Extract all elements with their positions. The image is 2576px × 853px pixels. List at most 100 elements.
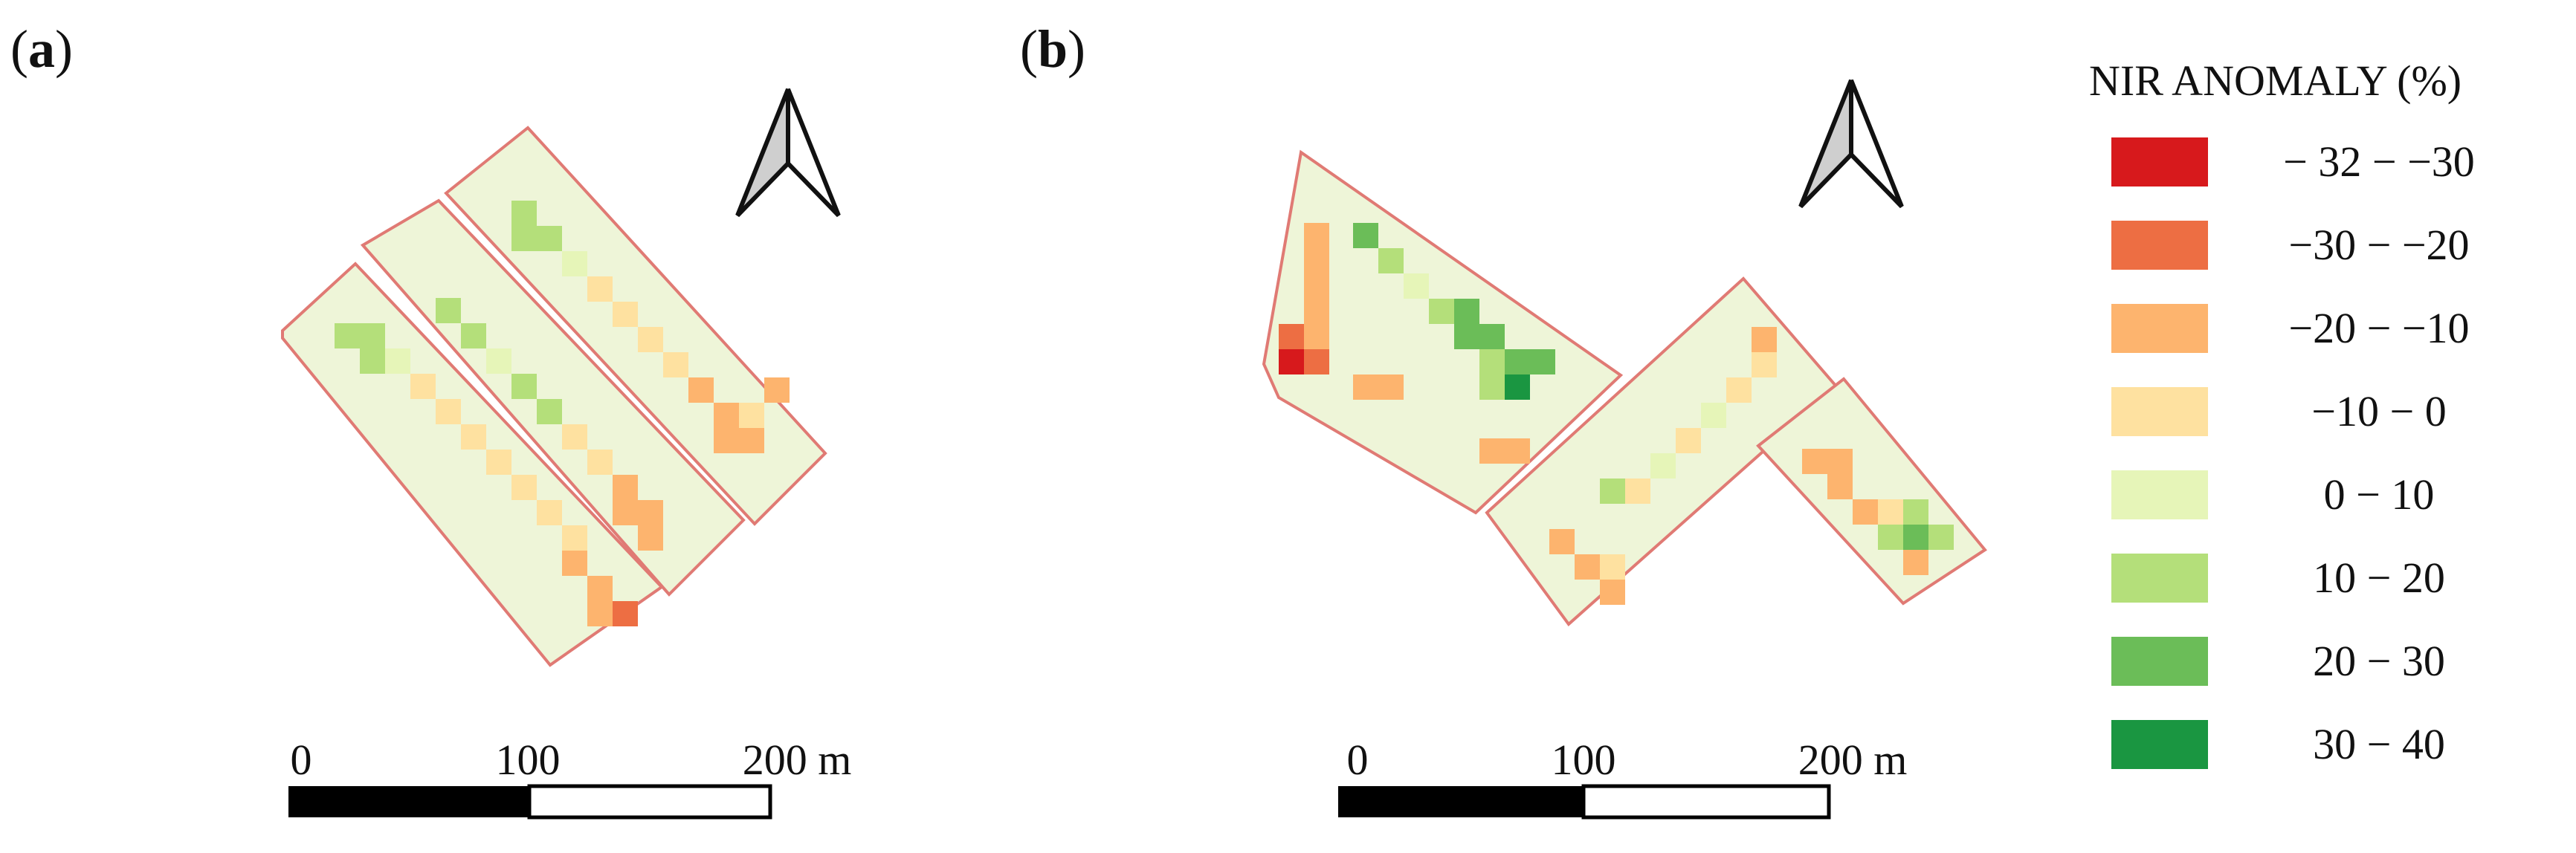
scale-bar-b: 0 100 200 m [1338, 736, 1908, 820]
legend-swatch [2111, 554, 2208, 603]
legend-label: 10 − 20 [2313, 554, 2445, 602]
anomaly-pixel [360, 348, 385, 374]
scale-segment-black [288, 786, 529, 817]
anomaly-pixel [714, 403, 739, 428]
anomaly-pixel [537, 399, 562, 424]
north-arrow-icon [735, 88, 841, 218]
anomaly-pixel [1279, 324, 1304, 349]
panel-label-b: (b) [1020, 19, 1085, 79]
anomaly-pixel [1928, 525, 1954, 550]
legend-swatch [2111, 387, 2208, 436]
anomaly-pixel [335, 323, 360, 348]
anomaly-pixel [613, 601, 638, 626]
anomaly-pixel [436, 298, 461, 323]
anomaly-pixel [663, 352, 688, 377]
north-arrow-icon [1798, 79, 1904, 209]
anomaly-pixel [1279, 349, 1304, 374]
anomaly-pixel [739, 403, 764, 428]
anomaly-pixel [587, 276, 613, 302]
anomaly-pixel [1530, 349, 1555, 374]
scale-bar-a: 0 100 200 m [288, 736, 852, 820]
anomaly-pixel [1752, 352, 1777, 377]
panel-label-a: (a) [10, 19, 73, 79]
anomaly-pixel [385, 348, 410, 374]
anomaly-pixel [1479, 324, 1505, 349]
scale-tick-label: 0 [291, 736, 312, 784]
anomaly-pixel [511, 226, 537, 251]
anomaly-pixel [1676, 428, 1701, 453]
anomaly-pixel [1304, 349, 1329, 374]
anomaly-pixel [1505, 349, 1530, 374]
anomaly-pixel [1549, 529, 1575, 554]
anomaly-pixel [613, 500, 638, 525]
anomaly-pixel [1903, 499, 1928, 525]
anomaly-pixel [587, 450, 613, 475]
anomaly-pixel [1304, 299, 1329, 324]
anomaly-pixel [562, 551, 587, 576]
anomaly-pixel [1353, 223, 1378, 248]
anomaly-pixel [587, 576, 613, 601]
anomaly-pixel [613, 475, 638, 500]
anomaly-pixel [486, 450, 511, 475]
scale-tick-label: 200 m [743, 736, 852, 784]
legend-swatch [2111, 470, 2208, 519]
anomaly-grid-b [1279, 223, 1954, 605]
anomaly-pixel [511, 374, 537, 399]
anomaly-pixel [562, 251, 587, 276]
anomaly-pixel [461, 424, 486, 450]
legend-label: − 32 − −30 [2283, 137, 2475, 186]
anomaly-pixel [436, 399, 461, 424]
anomaly-pixel [1600, 554, 1625, 580]
anomaly-pixel [562, 424, 587, 450]
anomaly-pixel [1878, 525, 1903, 550]
anomaly-pixel [638, 500, 663, 525]
anomaly-pixel [461, 323, 486, 348]
scale-segment-white [1581, 784, 1831, 820]
anomaly-pixel [1600, 580, 1625, 605]
legend-label: −30 − −20 [2288, 221, 2469, 269]
legend: NIR ANOMALY (%) − 32 − −30 −30 − −20 −20 −… [2089, 56, 2475, 769]
anomaly-pixel [587, 601, 613, 626]
anomaly-pixel [613, 302, 638, 327]
legend-swatch [2111, 720, 2208, 769]
anomaly-pixel [1304, 248, 1329, 273]
anomaly-pixel [1479, 349, 1505, 374]
legend-label: −20 − −10 [2288, 304, 2469, 352]
anomaly-pixel [1454, 324, 1479, 349]
anomaly-pixel [486, 348, 511, 374]
anomaly-pixel [1505, 374, 1530, 400]
anomaly-pixel [1802, 449, 1827, 474]
anomaly-pixel [410, 374, 436, 399]
anomaly-pixel [1827, 474, 1853, 499]
anomaly-pixel [1752, 327, 1777, 352]
legend-label: 20 − 30 [2313, 637, 2445, 685]
anomaly-pixel [638, 327, 663, 352]
anomaly-pixel [1505, 438, 1530, 464]
map-panel-b [1262, 79, 1987, 626]
anomaly-pixel [1378, 374, 1404, 400]
anomaly-pixel [511, 201, 537, 226]
scale-tick-label: 0 [1347, 736, 1369, 784]
anomaly-pixel [562, 525, 587, 551]
anomaly-pixel [1827, 449, 1853, 474]
anomaly-pixel [1304, 223, 1329, 248]
anomaly-pixel [360, 323, 385, 348]
scale-tick-label: 100 [1552, 736, 1616, 784]
anomaly-pixel [764, 377, 790, 403]
legend-title: NIR ANOMALY (%) [2089, 56, 2462, 105]
anomaly-pixel [1903, 550, 1928, 575]
anomaly-pixel [537, 500, 562, 525]
legend-label: −10 − 0 [2311, 387, 2446, 435]
anomaly-pixel [739, 428, 764, 453]
anomaly-pixel [1650, 453, 1676, 479]
legend-items: − 32 − −30 −30 − −20 −20 − −10 −10 − 0 0 − 1… [2111, 137, 2475, 769]
anomaly-pixel [1304, 324, 1329, 349]
map-panel-a [281, 88, 841, 667]
anomaly-pixel [1853, 499, 1878, 525]
scale-segment-white [527, 784, 772, 820]
anomaly-pixel [638, 525, 663, 551]
anomaly-pixel [1575, 554, 1600, 580]
anomaly-pixel [1304, 273, 1329, 299]
scale-tick-label: 200 m [1798, 736, 1908, 784]
